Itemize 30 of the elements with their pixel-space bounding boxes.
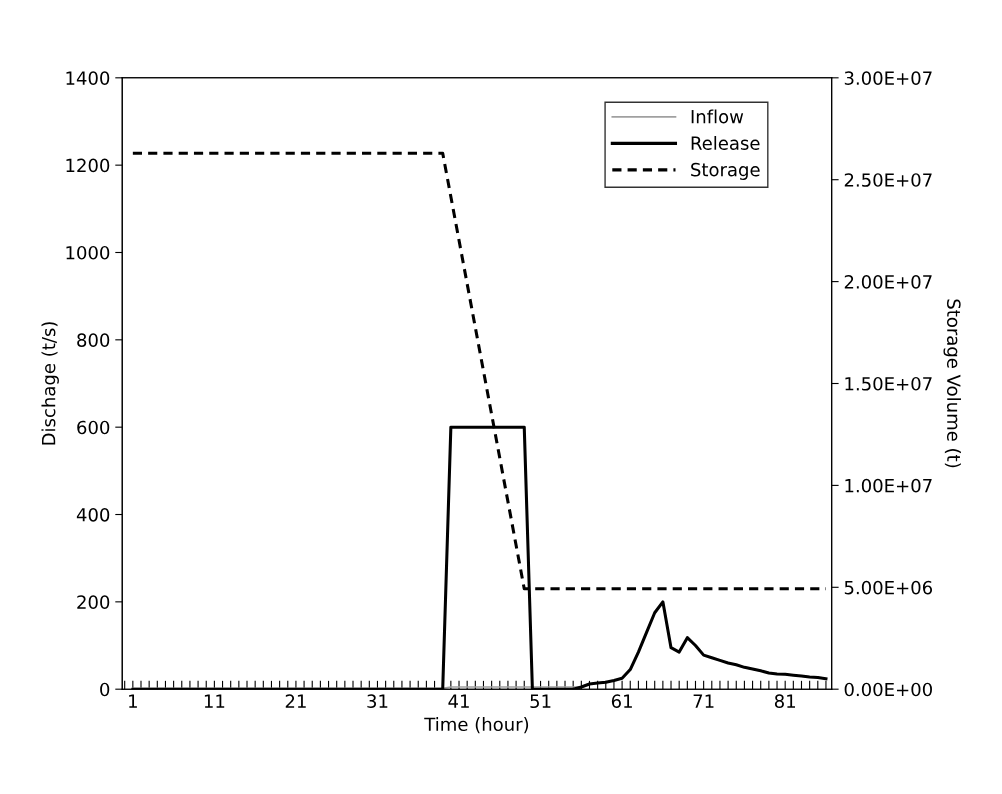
x-tick-label: 21: [285, 694, 306, 708]
y2-tick-label: 2.00E+07: [844, 275, 932, 289]
y-tick-label: 200: [77, 595, 110, 609]
y2-tick-label: 5.00E+06: [844, 580, 933, 595]
y2-tick-label: 3.00E+07: [844, 71, 932, 85]
y-tick-label: 1000: [66, 245, 110, 260]
y2-tick-label: 1.50E+07: [845, 376, 932, 391]
x-tick-label: 61: [611, 694, 632, 709]
y2-tick-label: 2.50E+07: [844, 173, 932, 187]
x-tick-label: 31: [367, 694, 388, 709]
legend-label: Release: [691, 135, 760, 150]
y-tick-label: 1200: [66, 158, 110, 173]
y-tick-label: 400: [76, 507, 110, 522]
x-tick-label: 11: [204, 694, 225, 708]
y2-tick-label: 0.00E+00: [844, 682, 932, 697]
x-tick-label: 51: [530, 694, 551, 709]
y-axis-title: Dischage (t/s): [41, 322, 59, 445]
y2-axis-title: Storage Volume (t): [943, 299, 961, 468]
x-tick-label: 1: [129, 694, 137, 708]
legend-label: Inflow: [691, 109, 744, 124]
x-tick-label: 71: [693, 694, 714, 708]
y2-tick-label: 1.00E+07: [845, 478, 932, 493]
y-tick-label: 1400: [66, 71, 110, 85]
x-tick-label: 81: [774, 694, 795, 709]
y-tick-label: 0: [100, 682, 110, 697]
y-tick-label: 600: [77, 420, 110, 435]
x-tick-label: 41: [448, 694, 469, 708]
x-axis-title: Time (hour): [424, 717, 529, 734]
y-tick-label: 800: [77, 333, 110, 347]
legend-label: Storage: [691, 162, 760, 180]
